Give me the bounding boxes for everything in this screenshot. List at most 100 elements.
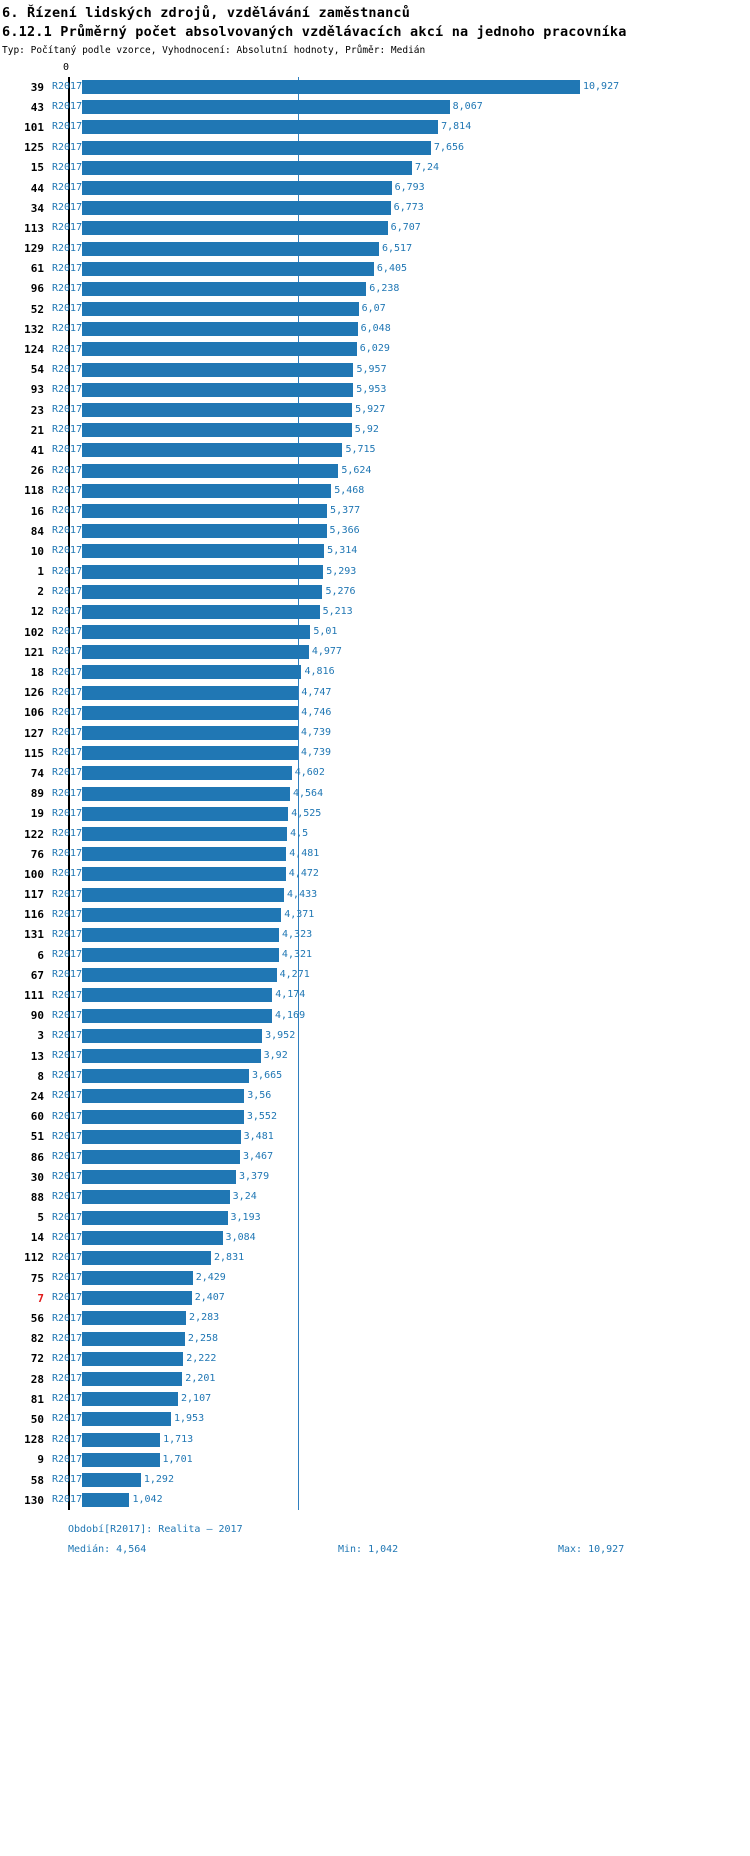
bar[interactable] — [82, 1170, 236, 1185]
bar[interactable] — [82, 826, 288, 841]
bar-row[interactable]: 26 R2017 5,624 — [0, 461, 750, 481]
bar[interactable] — [82, 806, 289, 821]
bar[interactable] — [82, 907, 282, 922]
bar-row[interactable]: 58 R2017 1,292 — [0, 1470, 750, 1490]
bar-row[interactable]: 10 R2017 5,314 — [0, 541, 750, 561]
bar-row[interactable]: 13 R2017 3,92 — [0, 1046, 750, 1066]
bar[interactable] — [82, 281, 367, 296]
bar[interactable] — [82, 1089, 245, 1104]
bar[interactable] — [82, 1190, 230, 1205]
bar[interactable] — [82, 1351, 184, 1366]
bar[interactable] — [82, 1493, 130, 1508]
bar[interactable] — [82, 463, 339, 478]
bar-row[interactable]: 16 R2017 5,377 — [0, 501, 750, 521]
bar[interactable] — [82, 867, 286, 882]
bar[interactable] — [82, 1372, 183, 1386]
bar[interactable] — [82, 302, 359, 317]
bar[interactable] — [82, 362, 354, 377]
bar-row[interactable]: 12 R2017 5,213 — [0, 602, 750, 622]
bar[interactable] — [82, 1452, 160, 1467]
bar-row[interactable]: 76 R2017 4,481 — [0, 844, 750, 864]
bar[interactable] — [82, 1028, 263, 1043]
bar-row[interactable]: 1 R2017 5,293 — [0, 562, 750, 582]
bar-row[interactable]: 101 R2017 7,814 — [0, 117, 750, 137]
bar-row[interactable]: 115 R2017 4,739 — [0, 743, 750, 763]
bar-row[interactable]: 112 R2017 2,831 — [0, 1248, 750, 1268]
bar[interactable] — [82, 988, 273, 1003]
bar-row[interactable]: 50 R2017 1,953 — [0, 1409, 750, 1429]
bar-row[interactable]: 61 R2017 6,405 — [0, 259, 750, 279]
bar-row[interactable]: 3 R2017 3,952 — [0, 1026, 750, 1046]
bar[interactable] — [82, 705, 299, 720]
bar-row[interactable]: 118 R2017 5,468 — [0, 481, 750, 501]
bar[interactable] — [82, 847, 287, 862]
bar[interactable] — [82, 1271, 193, 1286]
bar[interactable] — [82, 544, 325, 559]
bar-row[interactable]: 126 R2017 4,747 — [0, 683, 750, 703]
bar[interactable] — [82, 1331, 185, 1346]
bar[interactable] — [82, 1210, 228, 1225]
bar[interactable] — [82, 1472, 141, 1487]
bar[interactable] — [82, 1069, 250, 1084]
bar[interactable] — [82, 201, 391, 216]
bar[interactable] — [82, 1049, 261, 1063]
bar[interactable] — [82, 221, 388, 236]
bar[interactable] — [82, 443, 343, 458]
bar[interactable] — [82, 1149, 240, 1164]
bar-row[interactable]: 127 R2017 4,739 — [0, 723, 750, 743]
bar-row[interactable]: 56 R2017 2,283 — [0, 1308, 750, 1328]
bar[interactable] — [82, 160, 412, 175]
bar[interactable] — [82, 1291, 192, 1306]
bar[interactable] — [82, 382, 354, 397]
bar[interactable] — [82, 1250, 212, 1265]
bar-row[interactable]: 88 R2017 3,24 — [0, 1187, 750, 1207]
bar-row[interactable]: 21 R2017 5,92 — [0, 420, 750, 440]
bar-row[interactable]: 100 R2017 4,472 — [0, 864, 750, 884]
bar-row[interactable]: 90 R2017 4,169 — [0, 1006, 750, 1026]
bar-row[interactable]: 14 R2017 3,084 — [0, 1228, 750, 1248]
bar[interactable] — [82, 1412, 171, 1427]
bar[interactable] — [82, 1432, 161, 1447]
bar-row[interactable]: 117 R2017 4,433 — [0, 885, 750, 905]
bar-row[interactable]: 81 R2017 2,107 — [0, 1389, 750, 1409]
bar[interactable] — [82, 766, 292, 781]
bar-row[interactable]: 130 R2017 1,042 — [0, 1490, 750, 1510]
bar-row[interactable]: 111 R2017 4,174 — [0, 985, 750, 1005]
bar[interactable] — [82, 645, 309, 660]
bar-row[interactable]: 24 R2017 3,56 — [0, 1086, 750, 1106]
bar[interactable] — [82, 968, 277, 983]
bar[interactable] — [82, 746, 298, 761]
bar[interactable] — [82, 948, 279, 963]
bar-row[interactable]: 54 R2017 5,957 — [0, 360, 750, 380]
bar[interactable] — [82, 1109, 244, 1124]
bar-row[interactable]: 18 R2017 4,816 — [0, 662, 750, 682]
bar-row[interactable]: 5 R2017 3,193 — [0, 1208, 750, 1228]
bar-row[interactable]: 128 R2017 1,713 — [0, 1430, 750, 1450]
bar[interactable] — [82, 261, 374, 276]
bar-row[interactable]: 2 R2017 5,276 — [0, 582, 750, 602]
bar-row[interactable]: 82 R2017 2,258 — [0, 1329, 750, 1349]
bar[interactable] — [82, 80, 580, 94]
bar-row[interactable]: 41 R2017 5,715 — [0, 440, 750, 460]
bar-row[interactable]: 131 R2017 4,323 — [0, 925, 750, 945]
bar-row[interactable]: 125 R2017 7,656 — [0, 138, 750, 158]
bar[interactable] — [82, 524, 327, 539]
bar-row[interactable]: 52 R2017 6,07 — [0, 299, 750, 319]
bar[interactable] — [82, 685, 299, 700]
bar-row[interactable]: 96 R2017 6,238 — [0, 279, 750, 299]
bar[interactable] — [82, 180, 392, 195]
bar[interactable] — [82, 241, 379, 256]
bar[interactable] — [82, 564, 324, 579]
bar-row[interactable]: 75 R2017 2,429 — [0, 1268, 750, 1288]
bar[interactable] — [82, 120, 439, 135]
bar-row[interactable]: 51 R2017 3,481 — [0, 1127, 750, 1147]
bar[interactable] — [82, 1392, 179, 1407]
bar-row[interactable]: 28 R2017 2,201 — [0, 1369, 750, 1389]
bar-row[interactable]: 121 R2017 4,977 — [0, 642, 750, 662]
bar[interactable] — [82, 625, 311, 640]
bar-row[interactable]: 9 R2017 1,701 — [0, 1450, 750, 1470]
bar-row[interactable]: 19 R2017 4,525 — [0, 804, 750, 824]
bar-row[interactable]: 106 R2017 4,746 — [0, 703, 750, 723]
bar[interactable] — [82, 322, 358, 337]
bar[interactable] — [82, 100, 450, 115]
